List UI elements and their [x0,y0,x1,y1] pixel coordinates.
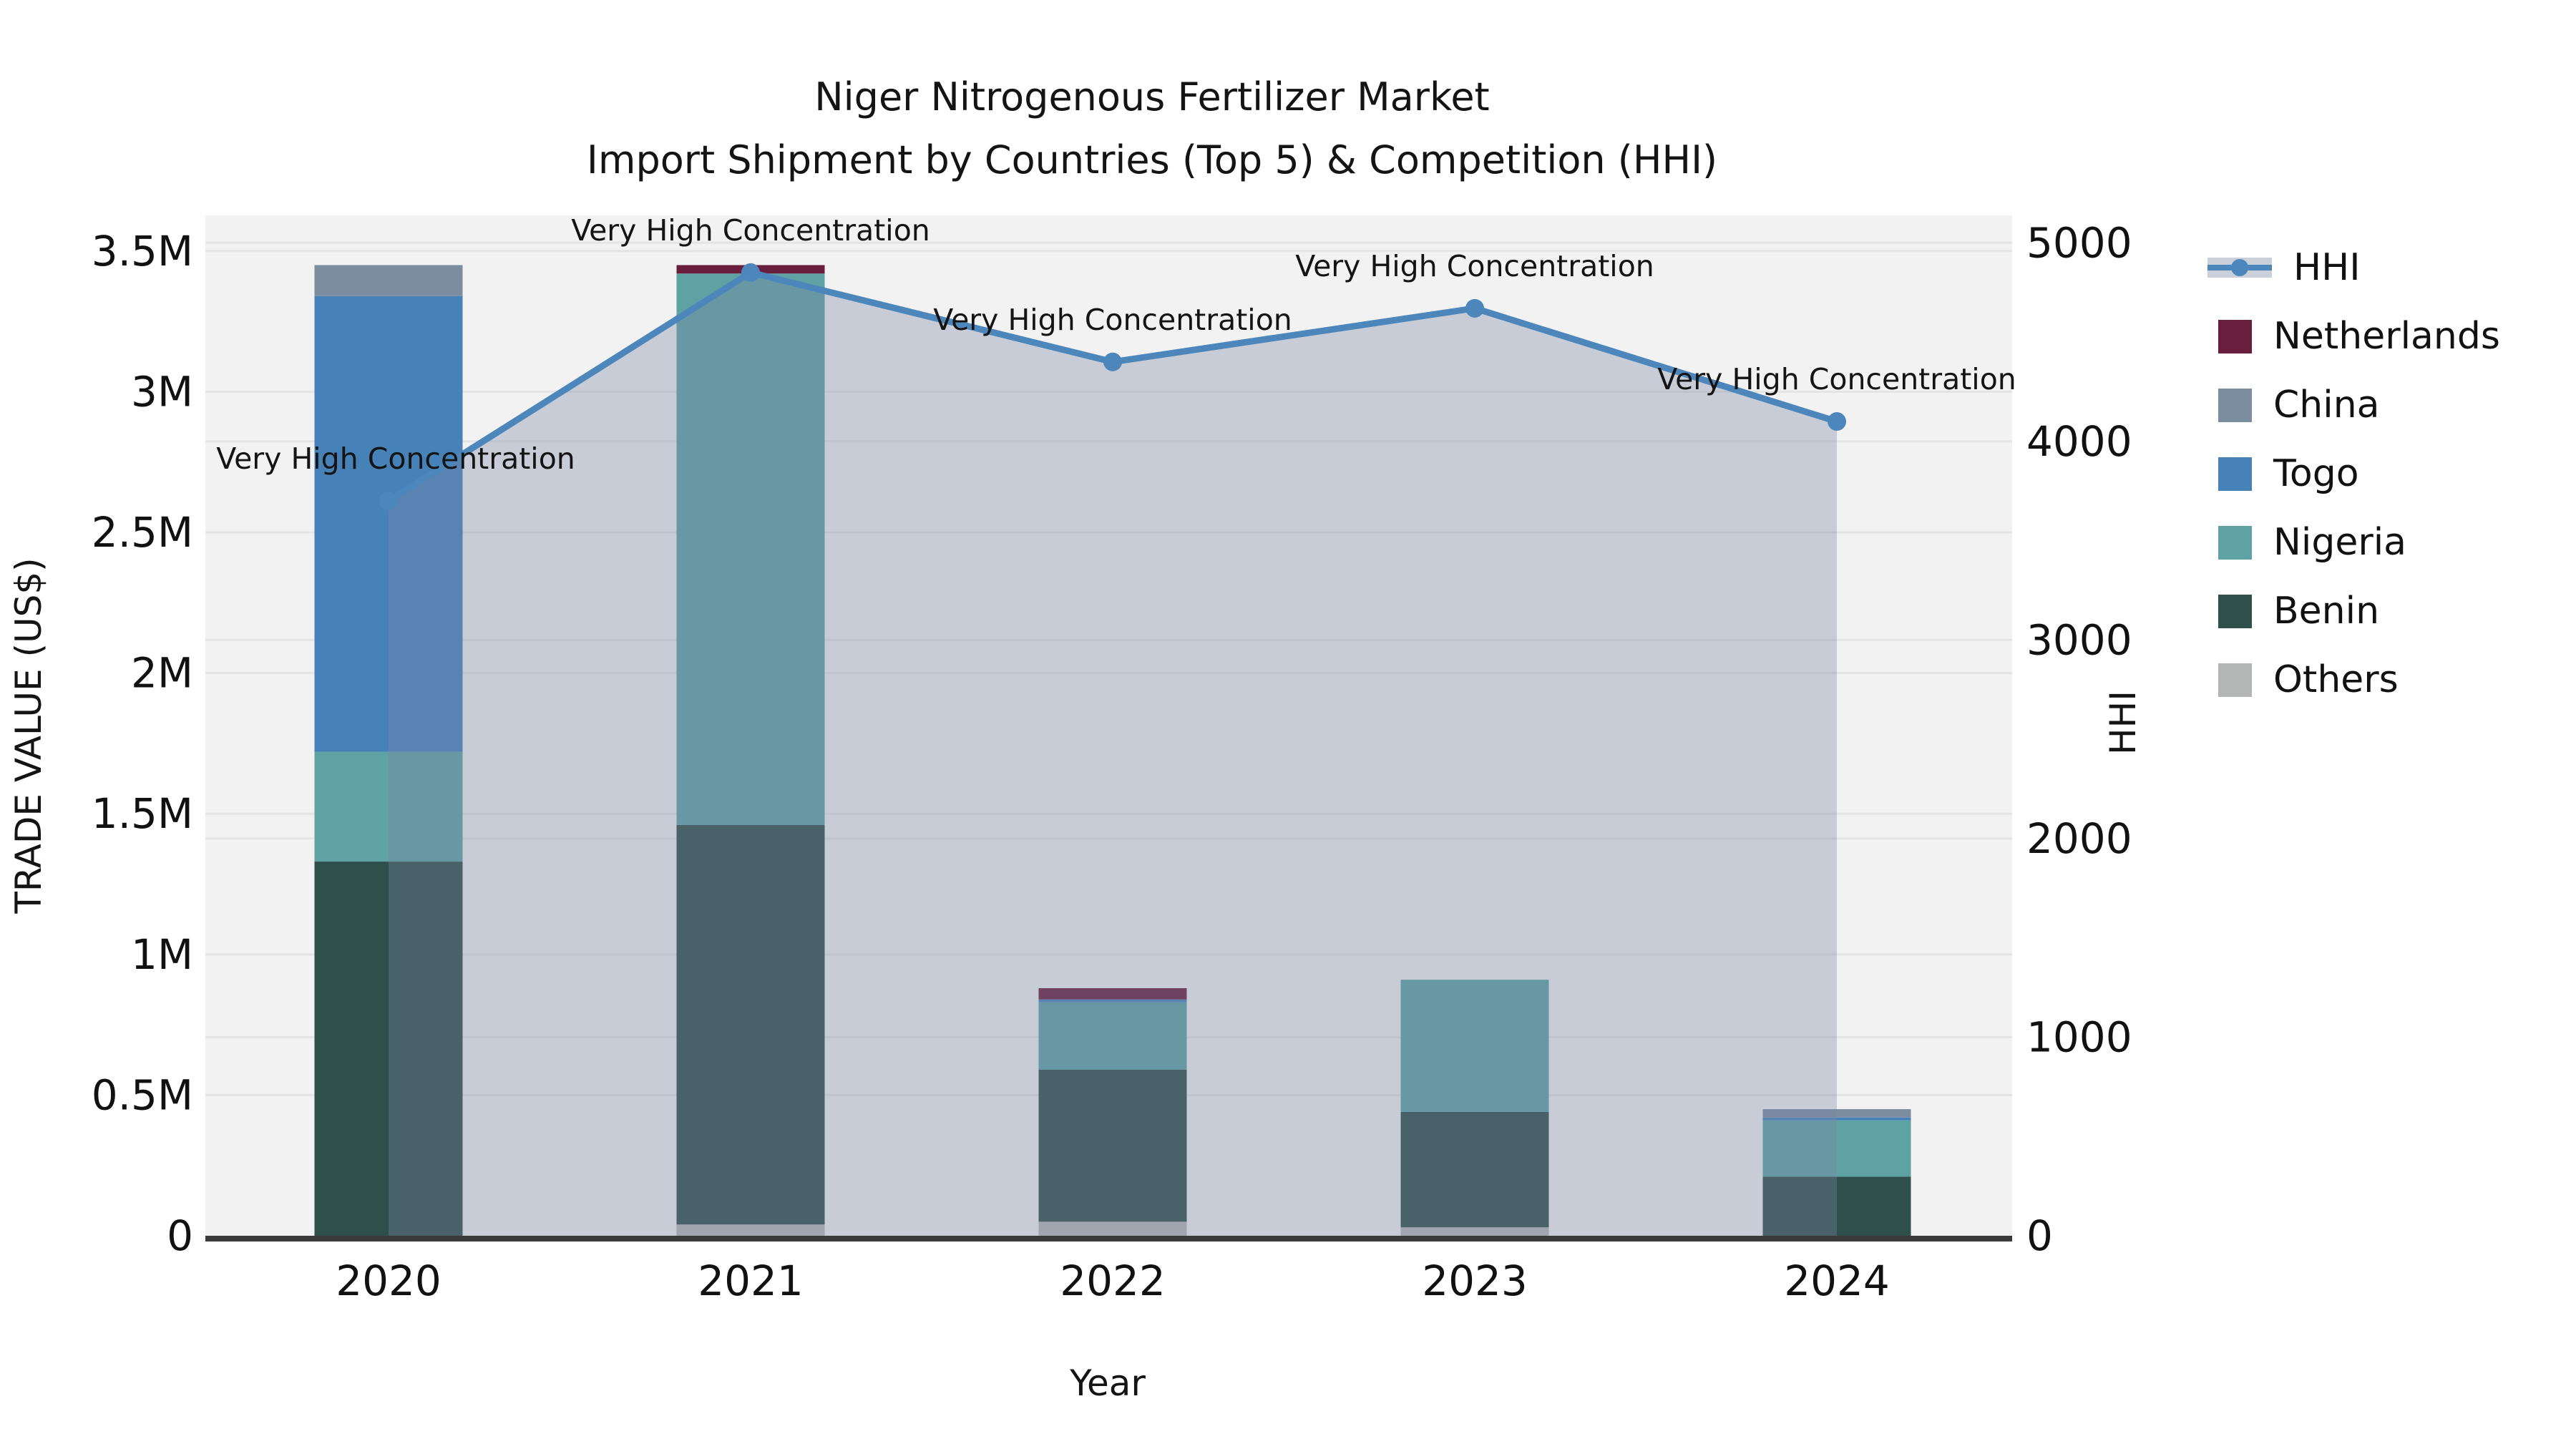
bar-segment-nigeria-2022 [1038,1002,1187,1070]
legend-swatch-netherlands [2218,319,2252,353]
x-tick-2022: 2022 [1060,1257,1166,1305]
legend-swatch-benin [2218,594,2252,628]
bar-segment-togo-2024 [1762,1117,1911,1121]
legend-hhi-line-part [2231,259,2248,276]
x-axis-label: Year [1070,1362,1146,1404]
legend-swatch-nigeria [2218,525,2252,560]
bar-segment-nigeria-2024 [1762,1120,1911,1177]
legend-swatch-togo [2218,457,2252,491]
bar-segment-nigeria-2023 [1400,980,1549,1112]
bar-segment-china-2024 [1762,1109,1911,1118]
legend-hhi-line-icon [2207,250,2272,286]
chart-title-line1: Niger Nitrogenous Fertilizer Market [814,74,1490,119]
y-left-tick-3M: 3M [131,367,193,416]
y-left-tick-3.5M: 3.5M [92,227,193,275]
legend-label-china: China [2273,384,2380,426]
y-right-tick-5000: 5000 [2026,218,2132,267]
annotation-2023: Very High Concentration [1295,249,1654,283]
hhi-area-fill [389,272,1837,1236]
hhi-marker-2024 [1828,412,1846,431]
legend-item-togo: Togo [2207,449,2359,499]
y-axis-right-label: HHI [2102,691,2144,755]
bar-segment-others-2021 [676,1224,825,1236]
bar-segment-benin-2021 [676,824,825,1225]
y-left-tick-2.5M: 2.5M [92,508,193,557]
bar-segment-togo-2022 [1038,999,1187,1002]
y-left-tick-0.5M: 0.5M [92,1070,193,1119]
legend-item-nigeria: Nigeria [2207,517,2406,567]
bar-segment-others-2022 [1038,1221,1187,1236]
legend-item-netherlands: Netherlands [2207,311,2500,361]
y-right-tick-2000: 2000 [2026,814,2132,863]
annotation-2024: Very High Concentration [1657,362,2016,396]
hhi-marker-2023 [1465,298,1484,318]
legend-label-others: Others [2273,658,2399,701]
legend-label-togo: Togo [2273,452,2359,495]
bar-segment-togo-2020 [314,296,463,752]
legend-item-china: China [2207,380,2380,430]
bar-segment-china-2020 [314,265,463,296]
annotation-2022: Very High Concentration [933,303,1292,337]
x-tick-2024: 2024 [1784,1257,1890,1305]
hhi-marker-2020 [379,492,398,511]
legend-label-hhi: HHI [2293,246,2361,289]
y-left-tick-0: 0 [167,1211,193,1260]
y-right-tick-0: 0 [2026,1211,2053,1260]
annotation-2020: Very High Concentration [216,441,575,476]
y-left-tick-2M: 2M [131,649,193,698]
bar-segment-nigeria-2020 [314,751,463,862]
x-tick-2023: 2023 [1422,1257,1528,1305]
y-right-tick-3000: 3000 [2026,615,2132,664]
bar-segment-benin-2024 [1762,1176,1911,1236]
hhi-marker-2021 [741,263,760,282]
x-tick-2021: 2021 [698,1257,804,1305]
chart-title-line2: Import Shipment by Countries (Top 5) & C… [586,137,1718,182]
bar-segment-others-2023 [1400,1227,1549,1236]
y-axis-left-label: TRADE VALUE (US$) [8,557,49,914]
legend-item-hhi: HHI [2207,243,2361,293]
bar-segment-benin-2020 [314,862,463,1236]
y-left-tick-1M: 1M [131,930,193,979]
hhi-marker-2022 [1103,352,1122,371]
bar-segment-netherlands-2022 [1038,987,1187,1000]
legend-item-benin: Benin [2207,586,2379,636]
legend-swatch-others [2218,663,2252,697]
legend-label-nigeria: Nigeria [2273,521,2407,564]
x-tick-2020: 2020 [336,1257,441,1305]
legend-swatch-china [2218,388,2252,422]
annotation-2021: Very High Concentration [571,213,930,248]
y-right-tick-4000: 4000 [2026,417,2132,466]
y-right-tick-1000: 1000 [2026,1013,2132,1061]
legend-label-benin: Benin [2273,590,2380,633]
legend-label-netherlands: Netherlands [2273,315,2500,358]
legend-item-others: Others [2207,655,2399,705]
y-left-tick-1.5M: 1.5M [92,789,193,838]
bar-segment-benin-2022 [1038,1070,1187,1222]
bar-segment-benin-2023 [1400,1111,1549,1228]
bar-segment-nigeria-2021 [676,273,825,825]
